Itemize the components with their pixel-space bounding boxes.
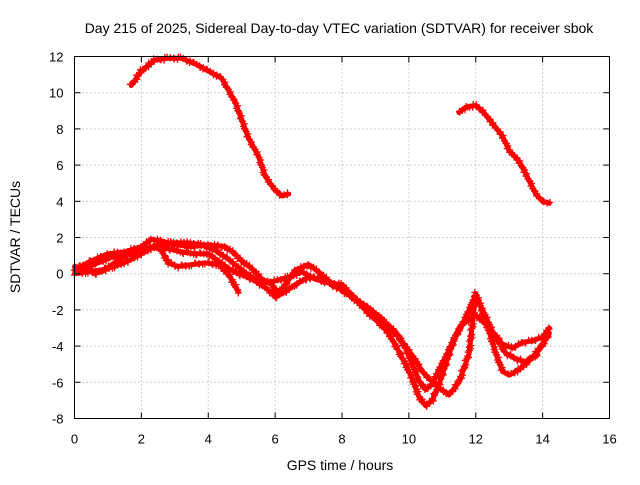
y-tick-label: 6 [56,158,63,173]
series-arc-a [126,53,291,199]
series-markers [456,101,554,207]
series-markers [126,53,291,199]
y-tick-label: -8 [52,412,64,427]
grid-layer [74,56,610,419]
series-arc-b [456,101,554,207]
series-arc-f [80,238,552,398]
x-tick-label: 6 [272,432,279,447]
series-markers [80,238,552,398]
chart-title: Day 215 of 2025, Sidereal Day-to-day VTE… [85,20,595,36]
y-tick-label: 12 [49,50,63,65]
x-tick-label: 4 [205,432,212,447]
x-tick-label: 0 [71,432,78,447]
x-tick-label: 10 [402,432,416,447]
y-tick-label: 0 [56,267,63,282]
y-tick-label: 2 [56,231,63,246]
y-tick-label: 10 [49,86,63,101]
y-tick-label: -6 [52,375,64,390]
y-tick-label: -2 [52,303,64,318]
x-tick-label: 14 [535,432,549,447]
tick-layer: 0 2 4 6 8 10 12 14 16 12 10 8 6 4 2 0 -2 -4 -6 -8 [49,50,617,447]
x-tick-label: 8 [338,432,345,447]
x-axis-title: GPS time / hours [287,457,394,473]
x-tick-label: 12 [469,432,483,447]
y-tick-label: 8 [56,122,63,137]
y-tick-label: -4 [52,339,64,354]
x-tick-label: 2 [138,432,145,447]
x-tick-label: 16 [602,432,616,447]
y-axis-title: SDTVAR / TECUs [7,181,23,293]
series-layer [70,53,554,410]
y-tick-label: 4 [56,194,63,209]
